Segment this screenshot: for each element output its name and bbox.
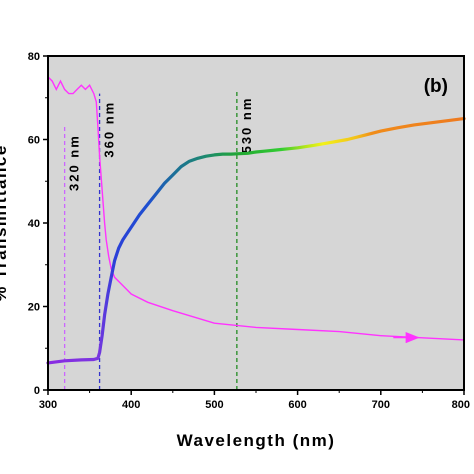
series-layer [46,76,466,365]
transmittance-line [47,76,465,341]
marker-label-527: 530 nm [239,97,254,154]
x-axis-title: Wavelength (nm) [177,431,336,450]
y-tick-label: 40 [28,218,40,230]
marker-label-362: 360 nm [102,101,117,158]
marker-label-320: 320 nm [67,134,82,191]
y-tick-label: 20 [28,302,40,314]
x-tick-label: 800 [452,399,470,411]
y-tick-label: 80 [28,51,40,63]
plot-frame [47,55,465,391]
spectrum-curve [46,116,466,365]
panel-label: (b) [424,76,448,97]
x-tick-label: 300 [39,399,57,411]
x-axis-ticks: 300 400 500 600 700 800 [39,390,470,411]
y-axis-ticks: 0 20 40 60 80 [28,51,48,397]
x-tick-label: 600 [288,399,306,411]
wavelength-markers: 320 nm 360 nm 530 nm [63,89,254,390]
y-tick-label: 0 [34,385,40,397]
y-tick-label: 60 [28,135,40,147]
y-axis-title: % Transmittance [0,144,10,302]
x-tick-label: 700 [372,399,390,411]
x-tick-label: 400 [122,399,140,411]
x-tick-label: 500 [205,399,223,411]
plot-background [48,56,464,390]
